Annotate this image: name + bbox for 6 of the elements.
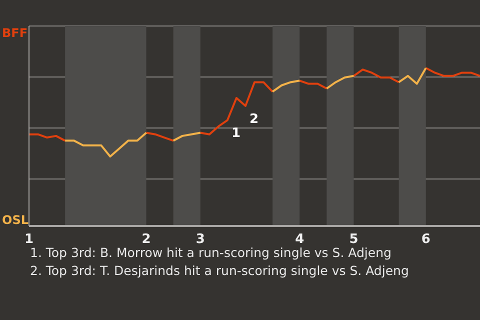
annotation: 2 [249, 112, 259, 127]
x-tick-label: 6 [421, 232, 430, 248]
text: OSL [2, 213, 28, 227]
text: 2. Top 3rd: T. Desjarinds hit a run-scoring single vs S. Adjeng [30, 262, 409, 280]
text: BFF [2, 26, 28, 40]
annotation: 1 [231, 126, 240, 142]
